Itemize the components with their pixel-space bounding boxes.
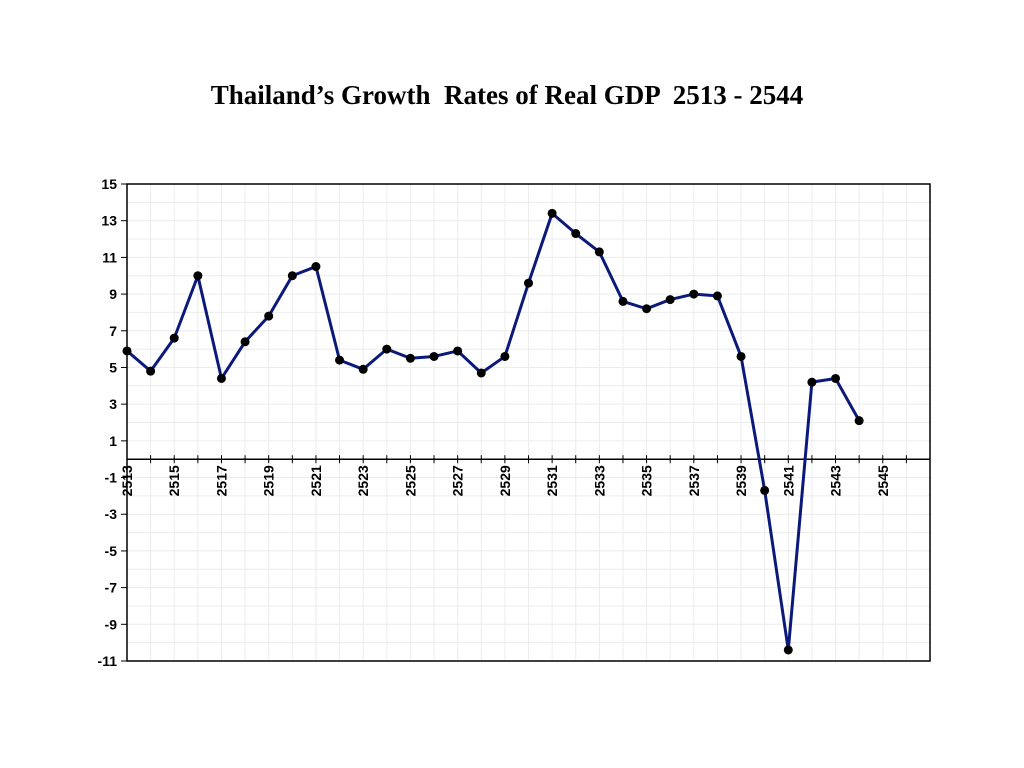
y-tick-label: 15: [101, 176, 117, 192]
y-tick-label: -7: [105, 580, 118, 596]
y-axis: 15 13 11 9 7 5 3 1 -1 -3 -5 -7 -9 -11: [98, 176, 127, 669]
x-tick-label: 2525: [402, 465, 418, 496]
y-tick-label: 5: [109, 359, 117, 375]
data-point: [665, 295, 675, 305]
data-point: [807, 377, 817, 387]
x-tick-label: 2531: [544, 465, 560, 496]
x-tick-label: 2517: [213, 465, 229, 496]
data-point: [783, 645, 793, 655]
data-point: [500, 351, 510, 361]
plot-frame: [126, 183, 931, 662]
y-tick-label: -3: [105, 506, 118, 522]
data-point: [594, 247, 604, 257]
data-point: [216, 373, 226, 383]
data-point: [358, 364, 368, 374]
data-point: [476, 368, 486, 378]
data-point: [854, 416, 864, 426]
y-tick-label: -9: [105, 616, 118, 632]
data-point: [453, 346, 463, 356]
data-point: [831, 373, 841, 383]
x-tick-label: 2519: [261, 465, 277, 496]
data-point: [689, 289, 699, 299]
y-tick-label: -1: [105, 470, 118, 486]
data-point: [311, 262, 321, 272]
data-point: [335, 355, 345, 365]
data-point: [547, 208, 557, 218]
x-tick-label: 2541: [780, 465, 796, 496]
x-tick-label: 2529: [497, 465, 513, 496]
y-tick-label: 13: [101, 213, 117, 229]
y-tick-label: 9: [109, 286, 117, 302]
x-tick-label: 2521: [308, 465, 324, 496]
y-tick-label: 1: [109, 433, 117, 449]
x-tick-label: 2527: [450, 465, 466, 496]
data-point: [382, 344, 392, 354]
data-point: [618, 296, 628, 306]
chart-title: Thailand’s Growth Rates of Real GDP 2513…: [210, 80, 804, 110]
x-axis: 2513 2515 2517 2519 2521 2523 2525 2527 2529 2531…: [119, 455, 931, 496]
data-point: [264, 311, 274, 321]
data-point: [571, 229, 581, 239]
y-tick-label: 3: [109, 396, 117, 412]
x-tick-label: 2543: [828, 465, 844, 496]
y-tick-label: 11: [102, 249, 117, 265]
x-tick-label: 2539: [733, 465, 749, 496]
x-tick-label: 2537: [686, 465, 702, 496]
data-series: [122, 208, 864, 655]
data-point: [642, 304, 652, 314]
x-tick-label: 2535: [639, 465, 655, 496]
data-point: [193, 271, 203, 281]
data-point: [429, 351, 439, 361]
data-point: [524, 278, 533, 288]
x-tick-label: 2523: [355, 465, 371, 496]
series-line: [126, 211, 861, 652]
data-point: [169, 333, 179, 343]
data-point: [712, 291, 722, 301]
x-tick-label: 2545: [875, 465, 891, 496]
x-tick-label: 2533: [591, 465, 607, 496]
x-tick-label: 2515: [166, 465, 182, 496]
y-tick-label: 7: [109, 323, 117, 339]
data-point: [736, 351, 746, 361]
data-point: [405, 353, 415, 363]
data-point: [760, 485, 770, 495]
y-tick-label: -11: [98, 653, 118, 669]
y-tick-label: -5: [105, 543, 118, 559]
data-point: [146, 366, 156, 376]
data-point: [287, 271, 297, 281]
data-point: [240, 337, 250, 347]
